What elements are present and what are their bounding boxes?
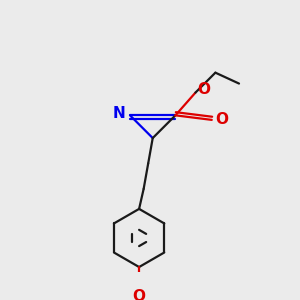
- Text: N: N: [113, 106, 125, 121]
- Text: O: O: [197, 82, 210, 97]
- Text: O: O: [215, 112, 228, 128]
- Text: O: O: [133, 289, 146, 300]
